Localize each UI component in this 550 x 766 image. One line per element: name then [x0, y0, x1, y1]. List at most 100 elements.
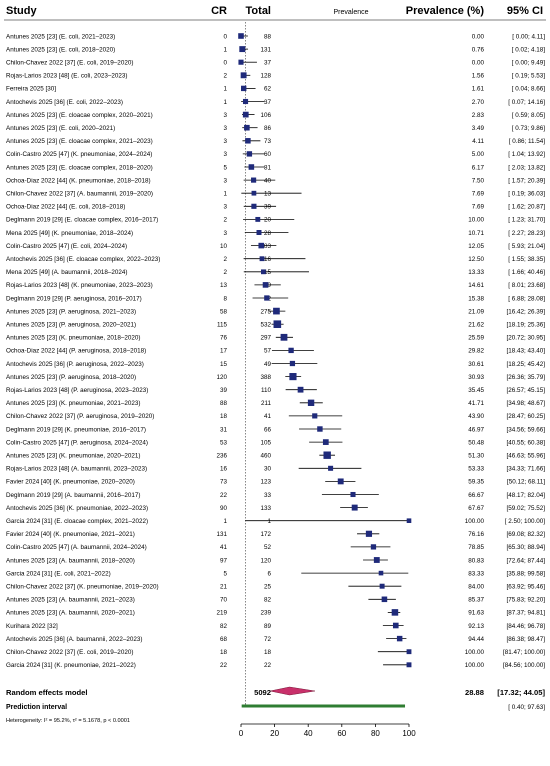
- study-square: [280, 333, 288, 341]
- study-cr: 2: [223, 217, 227, 224]
- study-square: [365, 530, 373, 537]
- plot-lines: [4, 19, 546, 705]
- header-study: Study: [6, 5, 37, 17]
- study-prevalence: 30.61: [468, 361, 484, 368]
- study-row: Antochevis 2025 [36] (E. coli, 2022–2023…: [6, 99, 545, 106]
- study-square: [351, 504, 358, 511]
- study-total: 60: [264, 151, 272, 158]
- study-rows: Antunes 2025 [23] (E. coli, 2021–2023) 0 8…: [6, 33, 546, 708]
- study-prevalence: 43.90: [468, 413, 484, 420]
- study-label: Rojas-Larios 2023 [48] (K. pneumoniae, 2…: [6, 282, 153, 289]
- study-square: [245, 138, 251, 144]
- study-cr: 21: [220, 584, 228, 591]
- prediction-bar: [241, 704, 406, 708]
- study-row: Antunes 2025 [23] (P. aeruginosa, 2018–2…: [6, 373, 545, 381]
- study-prevalence: 21.09: [468, 308, 484, 315]
- study-ci: [ 1.62; 20.87]: [508, 204, 545, 211]
- heterogeneity-text: Heterogeneity: I² = 95.2%, τ² = 5.1678, …: [6, 718, 130, 724]
- study-label: Favier 2024 [40] (K. pneumoniae, 2020–20…: [6, 479, 135, 486]
- study-prevalence: 100.00: [465, 518, 485, 525]
- study-ci: [ 5.93; 21.04]: [508, 243, 545, 250]
- study-total: 33: [264, 492, 272, 499]
- study-cr: 115: [217, 322, 228, 329]
- study-row: Mena 2025 [49] (K. pneumoniae, 2018–2024…: [6, 230, 545, 237]
- study-cr: 90: [220, 505, 228, 512]
- x-axis: 0 20 40 60 80 100: [239, 723, 416, 738]
- study-total: 388: [260, 374, 271, 381]
- study-row: Mena 2025 [49] (A. baumannii, 2018–2024)…: [6, 269, 545, 276]
- study-prevalence: 10.00: [468, 217, 484, 224]
- study-square: [322, 439, 329, 445]
- study-total: 1: [267, 518, 271, 525]
- study-cr: 5: [223, 570, 227, 577]
- study-cr: 10: [220, 243, 228, 250]
- study-total: 172: [260, 531, 271, 538]
- study-total: 62: [264, 86, 272, 93]
- study-ci: [ 2.50; 100.00]: [505, 518, 546, 525]
- study-label: Colin-Castro 2025 [47] (E. coli, 2024–20…: [6, 243, 127, 250]
- study-prevalence: 100.00: [465, 662, 485, 669]
- study-ci: [75.83; 92.20]: [506, 597, 545, 604]
- study-ci: [ 0.02; 4.18]: [512, 46, 546, 53]
- study-total: 81: [264, 164, 272, 171]
- study-row: Garcia 2024 [31] (E. cloacae complex, 20…: [6, 518, 545, 525]
- study-row: Deglmann 2019 [29] (K. pneumoniae, 2016–…: [6, 426, 545, 433]
- study-square: [264, 295, 270, 301]
- study-cr: 18: [220, 649, 228, 656]
- study-cr: 16: [220, 466, 228, 473]
- study-cr: 2: [223, 256, 227, 263]
- study-label: Deglmann 2019 [29] (E. cloacae complex, …: [6, 217, 158, 224]
- study-ci: [ 1.57; 20.39]: [508, 177, 545, 184]
- study-prevalence: 13.33: [468, 269, 484, 276]
- study-cr: 1: [223, 99, 227, 106]
- study-square: [242, 111, 249, 118]
- study-prevalence: 50.48: [468, 439, 484, 446]
- study-prevalence: 53.33: [468, 466, 484, 473]
- study-ci: [ 1.55; 38.35]: [508, 256, 545, 263]
- study-label: Ferreira 2025 [30]: [6, 86, 56, 93]
- study-square: [238, 59, 244, 65]
- study-label: Rojas-Larios 2023 [48] (P. aeruginosa, 2…: [6, 387, 148, 394]
- study-row: Antunes 2025 [23] (K. pneumoniae, 2020–2…: [6, 451, 545, 460]
- study-row: Rojas-Larios 2023 [48] (E. coli, 2023–20…: [6, 72, 545, 80]
- study-ci: [ 2.03; 13.82]: [508, 164, 545, 171]
- study-label: Kurihara 2022 [32]: [6, 623, 58, 630]
- study-total: 6: [267, 570, 271, 577]
- study-label: Antunes 2025 [23] (E. coli, 2018–2020): [6, 46, 115, 53]
- study-label: Ochoa-Diaz 2022 [44] (E. coli, 2018–2018…: [6, 204, 125, 211]
- study-label: Antunes 2025 [23] (P. aeruginosa, 2020–2…: [6, 322, 136, 329]
- study-cr: 3: [223, 112, 227, 119]
- study-cr: 3: [223, 177, 227, 184]
- study-ci: [20.72; 30.95]: [506, 335, 545, 342]
- study-cr: 70: [220, 597, 228, 604]
- study-ci: [34.33; 71.66]: [506, 466, 545, 473]
- study-total: 120: [260, 557, 271, 564]
- study-prevalence: 91.63: [468, 610, 484, 617]
- study-prevalence: 67.67: [468, 505, 484, 512]
- study-prevalence: 10.71: [468, 230, 484, 237]
- study-label: Antunes 2025 [23] (E. coli, 2021–2023): [6, 33, 115, 40]
- study-prevalence: 5.00: [472, 151, 485, 158]
- study-total: 39: [264, 204, 272, 211]
- study-total: 133: [260, 505, 271, 512]
- study-label: Chilon-Chavez 2022 [37] (K. pneumoniae, …: [6, 584, 159, 591]
- study-cr: 120: [216, 374, 227, 381]
- study-square: [244, 124, 250, 131]
- study-square: [251, 203, 257, 209]
- study-prevalence: 35.45: [468, 387, 484, 394]
- study-prevalence: 83.33: [468, 570, 484, 577]
- summary-diamond: [270, 686, 316, 696]
- study-row: Ferreira 2025 [30] 1 62 1.61 [ 0.04; 8.66]: [6, 86, 545, 93]
- study-row: Antunes 2025 [23] (E. coli, 2021–2023) 0 8…: [6, 33, 545, 40]
- study-cr: 1: [223, 46, 227, 53]
- study-prevalence: 1.56: [472, 73, 485, 80]
- study-square: [259, 256, 265, 262]
- study-label: Ochoa-Diaz 2022 [44] (P. aeruginosa, 201…: [6, 348, 146, 355]
- study-row: Ochoa-Diaz 2022 [44] (E. coli, 2018–2018…: [6, 204, 545, 211]
- summary-ci: [17.32; 44.05]: [497, 688, 545, 697]
- study-cr: 3: [223, 125, 227, 132]
- study-label: Deglmann 2019 [29] (K. pneumoniae, 2016–…: [6, 426, 146, 433]
- study-row: Deglmann 2019 [29] (A. baumannii, 2016–2…: [6, 492, 545, 499]
- prediction-ci: [ 0.40; 97.63]: [508, 704, 545, 711]
